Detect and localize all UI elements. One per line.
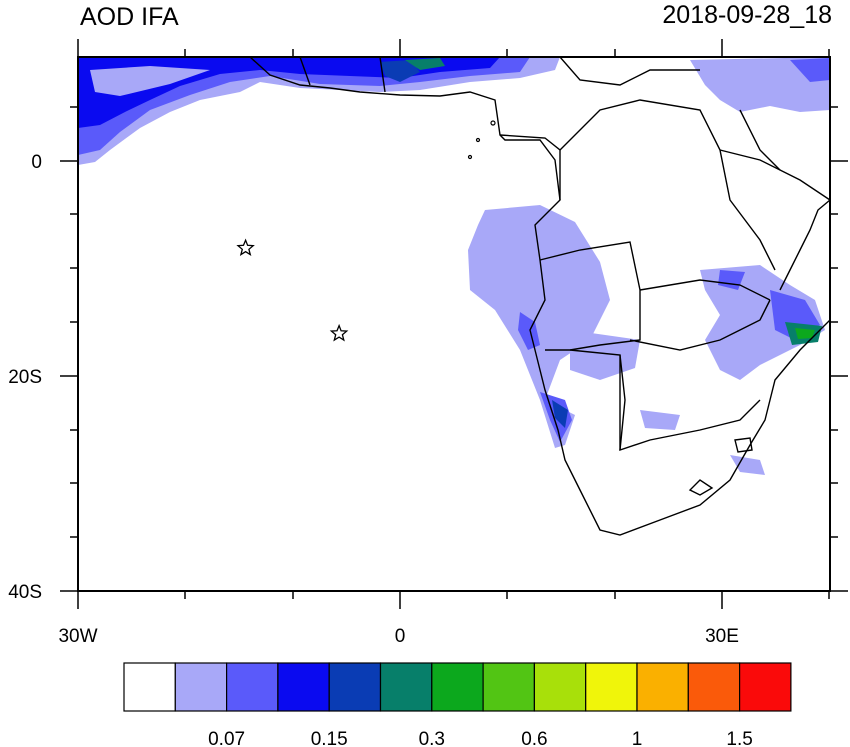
- star-marker: [329, 323, 349, 342]
- colorbar-box: [431, 662, 484, 712]
- colorbar-label: 1: [632, 729, 643, 747]
- y-tick-label: 40S: [8, 582, 42, 603]
- colorbar-box: [123, 662, 176, 712]
- colorbar-label: 0.15: [311, 729, 348, 747]
- map-frame: [77, 56, 831, 592]
- colorbar-box: [482, 662, 536, 712]
- star-markers: [236, 238, 349, 342]
- colorbar-box: [277, 662, 330, 712]
- colorbar-box: [174, 662, 228, 712]
- y-tick-label: 0: [31, 152, 42, 173]
- colorbar-box: [533, 662, 587, 712]
- colorbar-box: [636, 662, 689, 712]
- colorbar-labels: 0.07 0.15 0.3 0.6 1 1.5: [208, 729, 753, 747]
- map-title: AOD IFA: [80, 3, 179, 31]
- axis-ticks: [60, 39, 848, 609]
- colorbar-box: [738, 662, 792, 712]
- colorbar-label: 1.5: [726, 729, 752, 747]
- map-area: [78, 57, 830, 591]
- map-datetime: 2018-09-28_18: [662, 1, 832, 29]
- x-tick-label: 30E: [705, 626, 739, 647]
- colorbar-label: 0.3: [419, 729, 445, 747]
- y-tick-label: 20S: [8, 367, 42, 388]
- colorbar-box: [687, 662, 741, 712]
- colorbar-label: 0.07: [208, 729, 245, 747]
- colorbar-box: [379, 662, 433, 712]
- x-tick-label: 30W: [58, 626, 97, 647]
- coastlines: [249, 57, 830, 536]
- colorbar-box: [585, 662, 638, 712]
- colorbar: [123, 662, 792, 712]
- aod-field: [78, 57, 830, 475]
- colorbar-box: [328, 662, 382, 712]
- colorbar-label: 0.6: [521, 729, 547, 747]
- colorbar-box: [226, 662, 279, 712]
- x-tick-label: 0: [395, 626, 406, 647]
- star-marker: [236, 238, 255, 257]
